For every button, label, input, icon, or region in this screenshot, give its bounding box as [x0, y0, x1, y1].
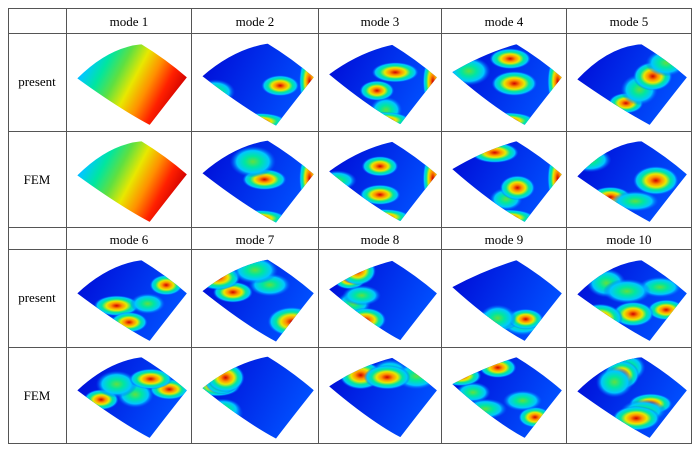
mode-shape-plot: [202, 140, 314, 223]
row-label: FEM: [23, 388, 51, 403]
mode-shape-plot: [452, 260, 562, 341]
column-header: mode 6: [109, 232, 149, 247]
column-divider: [66, 8, 67, 444]
column-header: mode 3: [360, 14, 400, 29]
mode-shape-plot: [577, 357, 687, 438]
mode-shape-table: mode 1 mode 2 mode 3 mode 4 mode 5 mode …: [8, 8, 692, 444]
mode-shape-plot: [202, 259, 314, 342]
mode-shape-plot: [202, 43, 314, 126]
table-border-bottom: [8, 443, 692, 444]
mode-shape-plot: [77, 141, 187, 222]
mode-shape-plot: [577, 260, 687, 341]
mode-shape-plot: [577, 141, 687, 222]
mode-shape-plot: [77, 357, 187, 438]
mode-shape-plot: [329, 141, 437, 222]
mode-shape-plot: [452, 357, 562, 438]
column-divider: [566, 8, 567, 444]
row-label: FEM: [23, 172, 51, 187]
mode-shape-plot: [329, 44, 437, 125]
column-header: mode 1: [109, 14, 149, 29]
row-label: present: [18, 74, 56, 89]
mode-shape-plot: [77, 260, 187, 341]
row-divider: [8, 131, 692, 132]
column-divider: [191, 8, 192, 444]
mode-shape-plot: [452, 141, 562, 222]
row-divider: [8, 227, 692, 228]
mode-shape-plot: [577, 44, 687, 125]
column-header: mode 4: [484, 14, 524, 29]
row-divider: [8, 33, 692, 34]
table-border-right: [691, 8, 692, 444]
mode-shape-plot: [329, 357, 437, 438]
column-divider: [318, 8, 319, 444]
row-divider: [8, 249, 692, 250]
mode-shape-plot: [77, 44, 187, 125]
column-header: mode 5: [609, 14, 649, 29]
mode-shape-plot: [452, 44, 562, 125]
table-border-top: [8, 8, 692, 9]
column-header: mode 2: [235, 14, 275, 29]
row-divider: [8, 347, 692, 348]
column-header: mode 10: [606, 232, 652, 247]
column-header: mode 9: [484, 232, 524, 247]
column-divider: [441, 8, 442, 444]
row-label: present: [18, 290, 56, 305]
mode-shape-plot: [202, 356, 314, 439]
mode-shape-plot: [329, 260, 437, 341]
table-border-left: [8, 8, 9, 444]
column-header: mode 7: [235, 232, 275, 247]
column-header: mode 8: [360, 232, 400, 247]
